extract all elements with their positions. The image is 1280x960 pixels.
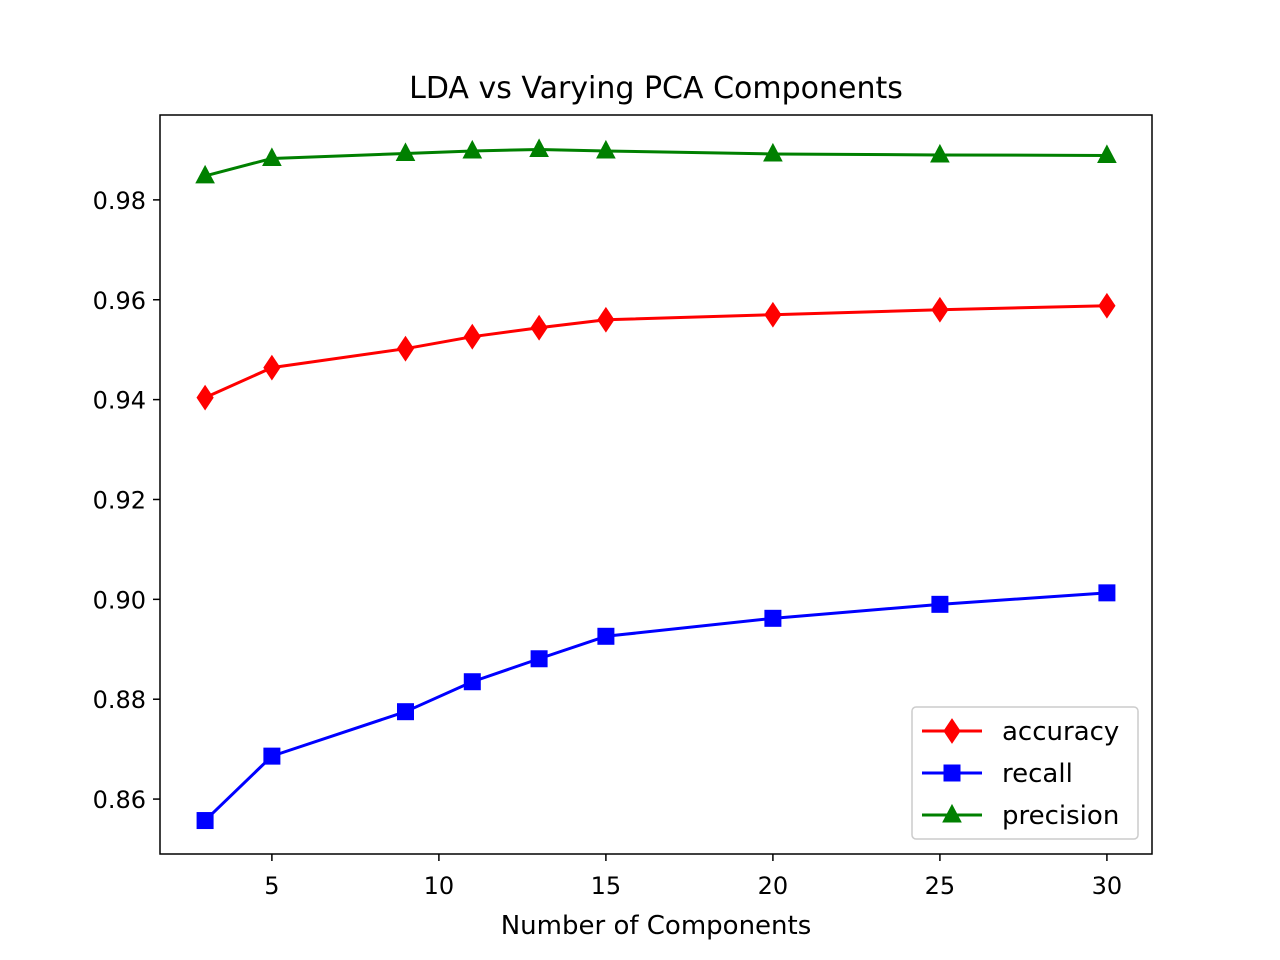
y-tick-label: 0.90 — [93, 586, 146, 614]
legend-item-recall: recall — [922, 759, 1073, 789]
series-accuracy — [196, 292, 1116, 411]
accuracy-point — [1098, 292, 1116, 319]
legend-item-precision: precision — [922, 801, 1119, 831]
x-tick-label: 20 — [758, 872, 789, 900]
legend-item-accuracy: accuracy — [922, 717, 1119, 747]
y-tick-label: 0.96 — [93, 287, 146, 315]
accuracy-point — [530, 314, 548, 341]
accuracy-point — [396, 335, 415, 362]
x-tick-label: 5 — [264, 872, 279, 900]
precision-point — [462, 139, 483, 159]
legend-marker — [943, 764, 961, 782]
legend: accuracy recall precision — [911, 706, 1139, 840]
y-tick-label: 0.94 — [93, 387, 146, 415]
precision-point — [930, 143, 950, 163]
accuracy-point — [764, 301, 782, 328]
accuracy-line — [204, 304, 1107, 399]
legend-label: recall — [1002, 759, 1073, 789]
axes-frame — [159, 114, 1153, 855]
legend-label: precision — [1002, 801, 1119, 831]
y-tick-label: 0.88 — [93, 686, 146, 714]
y-tick-label: 0.86 — [93, 786, 146, 814]
precision-point — [262, 147, 282, 166]
x-axis: 5 10 15 20 25 30 — [264, 854, 1122, 900]
chart-title: LDA vs Varying PCA Components — [409, 71, 903, 106]
precision-point — [763, 142, 783, 162]
x-tick-label: 30 — [1092, 872, 1123, 900]
legend-marker — [943, 718, 961, 744]
accuracy-point — [463, 323, 481, 350]
accuracy-point — [196, 384, 214, 411]
precision-point — [395, 142, 416, 161]
series-precision — [195, 138, 1117, 184]
recall-point — [530, 650, 548, 668]
precision-point — [1097, 144, 1117, 163]
legend-label: accuracy — [1002, 717, 1119, 747]
recall-point — [764, 609, 782, 627]
precision-point — [529, 138, 549, 157]
accuracy-point — [931, 296, 949, 323]
accuracy-point — [597, 306, 615, 333]
recall-point — [263, 747, 281, 765]
y-tick-label: 0.92 — [93, 486, 146, 514]
legend-marker — [942, 803, 962, 823]
recall-point — [196, 812, 214, 830]
x-tick-label: 25 — [925, 872, 956, 900]
x-axis-label: Number of Components — [501, 911, 812, 941]
recall-point — [597, 627, 615, 645]
precision-point — [195, 164, 215, 184]
series-recall — [196, 584, 1116, 830]
x-tick-label: 15 — [591, 872, 622, 900]
legend-box — [911, 706, 1139, 840]
y-axis: 0.86 0.88 0.90 0.92 0.94 0.96 0.98 — [93, 187, 160, 814]
plot-area — [195, 138, 1117, 830]
precision-line — [204, 147, 1107, 178]
recall-point — [396, 703, 414, 721]
x-tick-label: 10 — [424, 872, 455, 900]
accuracy-point — [263, 354, 281, 381]
precision-point — [596, 139, 616, 159]
y-tick-label: 0.98 — [93, 187, 146, 215]
recall-point — [1098, 584, 1116, 602]
recall-point — [463, 673, 481, 691]
recall-point — [931, 595, 949, 613]
